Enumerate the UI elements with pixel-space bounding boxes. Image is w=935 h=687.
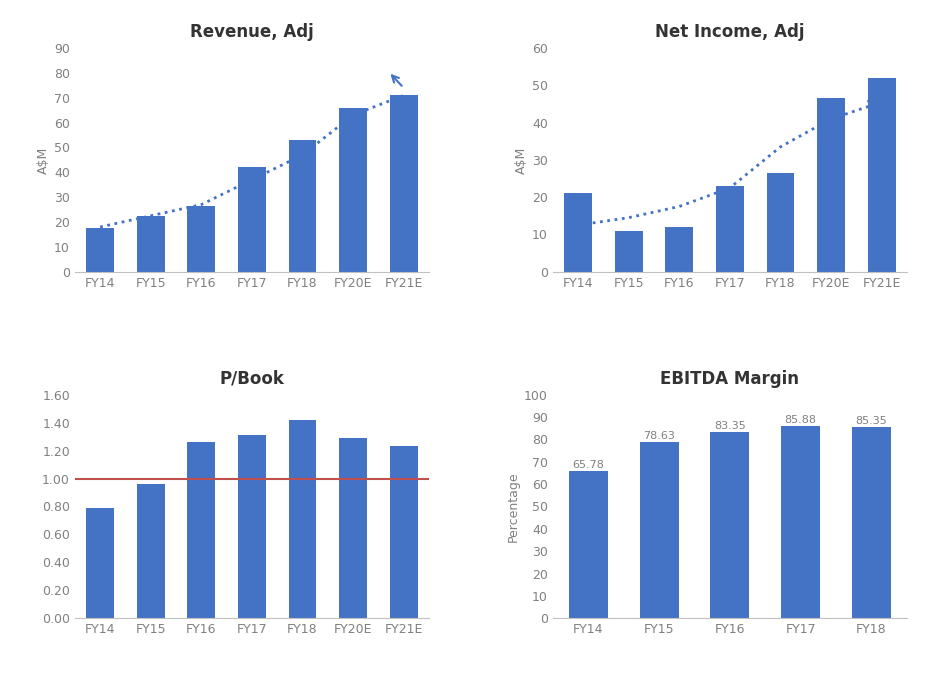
Bar (782, 426, 820, 618)
Text: 65.78: 65.78 (572, 460, 604, 470)
Text: 85.88: 85.88 (784, 415, 816, 425)
Bar (339, 438, 367, 618)
Bar (86, 508, 114, 618)
Text: 78.63: 78.63 (643, 431, 675, 441)
Bar (187, 442, 215, 618)
Bar (289, 140, 316, 271)
Bar (187, 206, 215, 271)
Bar (711, 432, 749, 618)
Bar (852, 427, 891, 618)
Title: EBITDA Margin: EBITDA Margin (660, 370, 799, 387)
Bar (640, 442, 679, 618)
Bar (289, 420, 316, 618)
Y-axis label: A$M: A$M (515, 146, 528, 174)
Bar (716, 186, 744, 271)
Bar (86, 228, 114, 271)
Bar (137, 484, 165, 618)
Y-axis label: Percentage: Percentage (507, 471, 520, 542)
Bar (615, 231, 642, 271)
Bar (767, 173, 795, 271)
Bar (237, 168, 266, 271)
Bar (390, 95, 418, 271)
Bar (237, 436, 266, 618)
Bar (868, 78, 896, 271)
Bar (339, 108, 367, 271)
Bar (817, 98, 845, 271)
Text: 83.35: 83.35 (714, 421, 746, 431)
Bar (568, 471, 608, 618)
Title: P/Book: P/Book (220, 370, 284, 387)
Bar (137, 216, 165, 271)
Bar (390, 447, 418, 618)
Y-axis label: A$M: A$M (36, 146, 50, 174)
Bar (666, 227, 693, 271)
Title: Net Income, Adj: Net Income, Adj (655, 23, 805, 41)
Title: Revenue, Adj: Revenue, Adj (190, 23, 314, 41)
Bar (564, 194, 592, 271)
Text: 85.35: 85.35 (856, 416, 887, 427)
